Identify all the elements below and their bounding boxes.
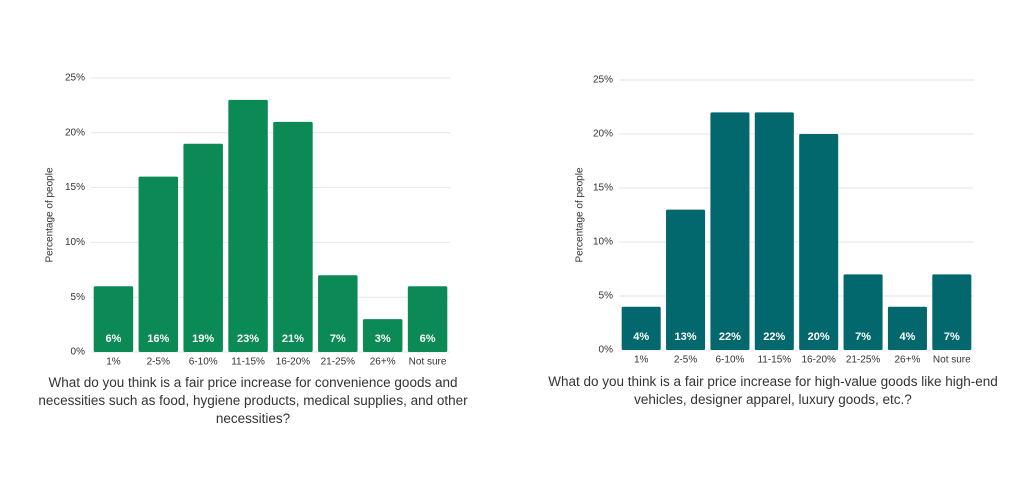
bar <box>621 306 661 350</box>
bar <box>843 274 883 350</box>
x-tick-label: 21-25% <box>321 357 356 368</box>
y-tick-label: 20% <box>65 127 85 138</box>
bar <box>138 176 179 352</box>
data-label: 4% <box>899 331 915 343</box>
y-tick-label: 5% <box>71 292 86 303</box>
y-tick-label: 10% <box>65 237 85 248</box>
data-label: 13% <box>675 331 697 343</box>
data-label: 16% <box>147 333 169 345</box>
data-label: 6% <box>105 333 121 345</box>
bar <box>318 275 358 352</box>
x-axis-title: What do you think is a fair price increa… <box>38 375 468 426</box>
y-tick-label: 15% <box>593 183 613 194</box>
data-label: 4% <box>633 331 649 343</box>
x-tick-label: 1% <box>634 355 649 366</box>
bar <box>362 319 403 352</box>
data-label: 21% <box>282 333 304 345</box>
bar <box>932 274 972 350</box>
y-tick-label: 10% <box>593 237 613 248</box>
bar <box>710 112 750 351</box>
x-tick-label: 2-5% <box>674 355 697 366</box>
x-tick-label: 26+% <box>895 355 921 366</box>
bar <box>93 286 134 352</box>
data-label: 22% <box>719 331 741 343</box>
data-label: 20% <box>808 331 830 343</box>
x-tick-label: 26+% <box>370 357 396 368</box>
y-tick-label: 0% <box>599 345 614 356</box>
x-tick-label: Not sure <box>933 355 971 366</box>
x-tick-label: 2-5% <box>147 357 170 368</box>
bar <box>273 121 313 352</box>
bar <box>666 209 706 350</box>
y-axis-title: Percentage of people <box>45 167 56 263</box>
y-axis-title: Percentage of people <box>575 167 586 263</box>
bar <box>407 286 448 352</box>
x-axis-title: What do you think is a fair price increa… <box>548 374 998 407</box>
data-label: 6% <box>420 333 436 345</box>
data-label: 7% <box>330 333 346 345</box>
x-tick-label: 16-20% <box>801 355 836 366</box>
y-tick-label: 0% <box>71 347 86 358</box>
x-tick-label: 21-25% <box>846 355 881 366</box>
bar <box>228 99 268 352</box>
x-tick-label: 6-10% <box>715 355 744 366</box>
data-label: 22% <box>763 331 785 343</box>
x-tick-label: 6-10% <box>189 357 218 368</box>
x-tick-label: Not sure <box>409 357 447 368</box>
y-tick-label: 25% <box>593 75 613 86</box>
data-label: 23% <box>237 333 259 345</box>
data-label: 7% <box>855 331 871 343</box>
bar <box>183 143 223 352</box>
y-tick-label: 15% <box>65 182 85 193</box>
data-label: 7% <box>944 331 960 343</box>
data-label: 19% <box>192 333 214 345</box>
y-tick-label: 20% <box>593 129 613 140</box>
x-tick-label: 11-15% <box>231 357 265 368</box>
y-tick-label: 5% <box>599 291 614 302</box>
x-tick-label: 16-20% <box>276 357 311 368</box>
bar <box>754 112 794 351</box>
y-tick-label: 25% <box>65 73 85 84</box>
bar <box>799 134 839 350</box>
x-tick-label: 1% <box>106 357 121 368</box>
bar <box>887 306 927 350</box>
x-tick-label: 11-15% <box>757 355 791 366</box>
data-label: 3% <box>375 333 391 345</box>
